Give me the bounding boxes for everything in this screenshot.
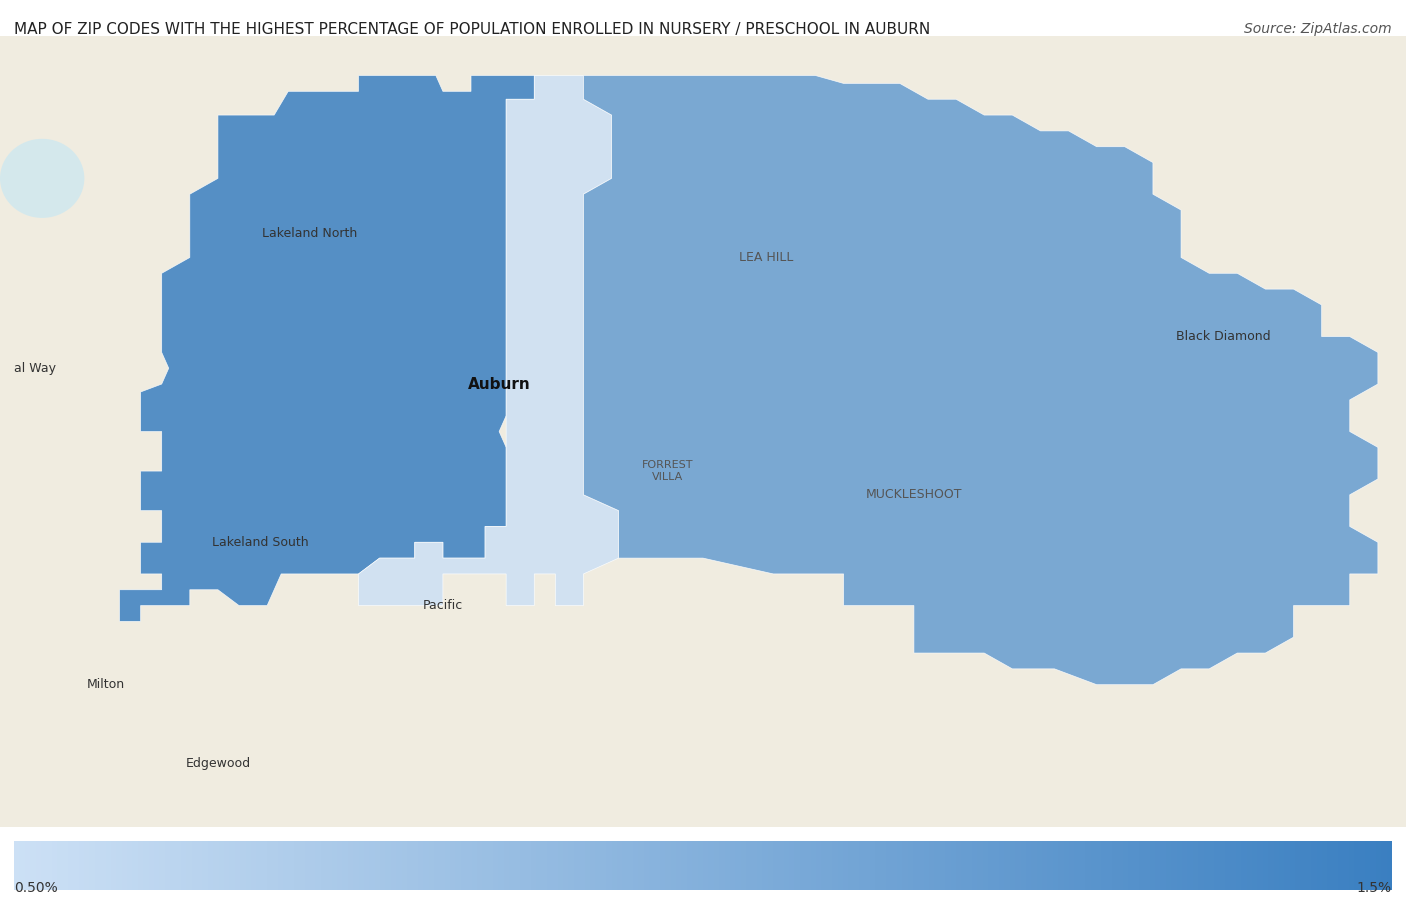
Text: Lakeland South: Lakeland South: [212, 536, 308, 548]
Text: Source: ZipAtlas.com: Source: ZipAtlas.com: [1244, 22, 1392, 37]
Text: 1.5%: 1.5%: [1357, 880, 1392, 895]
Text: FORREST
VILLA: FORREST VILLA: [643, 460, 693, 482]
Polygon shape: [583, 76, 1378, 685]
Text: Black Diamond: Black Diamond: [1175, 330, 1271, 343]
Text: Auburn: Auburn: [468, 377, 530, 392]
Text: 0.50%: 0.50%: [14, 880, 58, 895]
Text: Pacific: Pacific: [423, 599, 463, 612]
Polygon shape: [120, 76, 534, 621]
Text: MUCKLESHOOT: MUCKLESHOOT: [866, 488, 962, 502]
Text: Milton: Milton: [86, 678, 125, 691]
Text: al Way: al Way: [14, 361, 56, 375]
Text: MAP OF ZIP CODES WITH THE HIGHEST PERCENTAGE OF POPULATION ENROLLED IN NURSERY /: MAP OF ZIP CODES WITH THE HIGHEST PERCEN…: [14, 22, 931, 38]
Text: LEA HILL: LEA HILL: [740, 251, 793, 264]
Ellipse shape: [0, 138, 84, 218]
Text: Lakeland North: Lakeland North: [262, 227, 357, 240]
Polygon shape: [359, 76, 619, 606]
Text: Edgewood: Edgewood: [186, 757, 250, 770]
